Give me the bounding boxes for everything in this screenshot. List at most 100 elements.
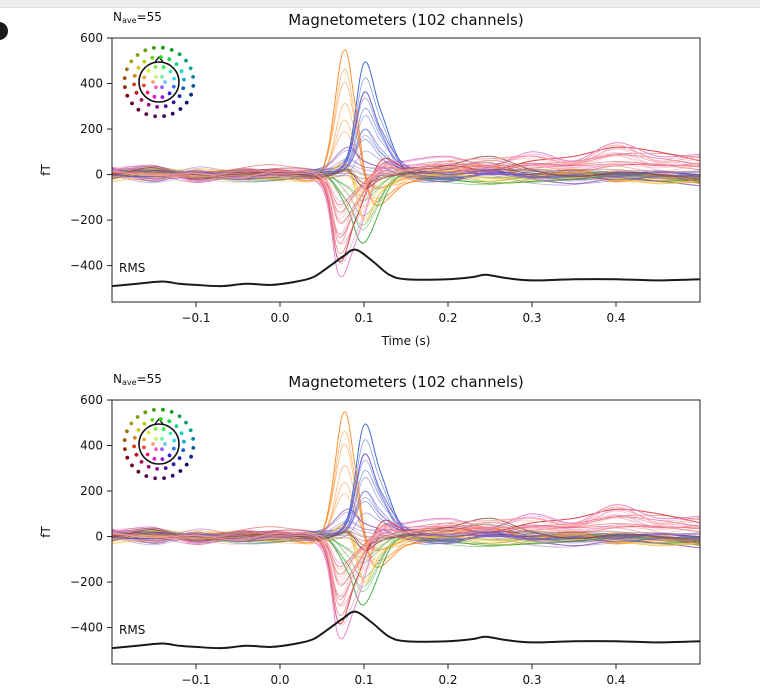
sensor-dot: [150, 418, 155, 422]
sensor-dot: [189, 454, 193, 459]
sensor-dot: [132, 435, 137, 440]
y-axis-label: fT: [39, 164, 53, 176]
sensor-dot: [143, 410, 148, 415]
sensor-dot: [134, 90, 139, 95]
sensor-dot: [160, 457, 165, 461]
sensor-dot: [160, 447, 164, 452]
head-outline: [138, 61, 180, 103]
sensor-dot: [177, 94, 182, 98]
sensor-dot: [178, 107, 183, 111]
sensor-dot: [177, 414, 182, 419]
y-tick-label: −200: [70, 213, 103, 227]
sensor-dot: [146, 102, 151, 107]
sensor-dot: [154, 447, 158, 452]
sensor-dot: [154, 85, 158, 90]
cell-status-indicator[interactable]: [0, 22, 8, 40]
sensor-dot: [171, 100, 176, 105]
channel-trace: [112, 506, 700, 606]
sensor-dot: [188, 66, 193, 71]
sensor-dot: [188, 428, 193, 433]
sensor-dot: [161, 65, 166, 70]
y-tick-label: 600: [80, 393, 103, 407]
x-tick-label: 0.4: [606, 673, 625, 687]
x-tick-label: 0.2: [438, 311, 457, 325]
sensor-dot: [153, 427, 158, 431]
sensor-dot: [142, 83, 146, 88]
x-tick-label: 0.1: [354, 311, 373, 325]
sensor-dot: [125, 93, 130, 98]
y-tick-label: −200: [70, 575, 103, 589]
sensor-dot: [181, 86, 186, 91]
sensor-dot: [179, 69, 184, 74]
chart-title: Magnetometers (102 channels): [288, 373, 523, 391]
sensor-dot: [154, 436, 158, 441]
sensor-dot: [184, 58, 188, 63]
y-tick-label: 0: [95, 530, 103, 544]
sensor-dot: [136, 469, 141, 474]
sensor-dot: [161, 427, 166, 432]
sensor-layout-inset: [122, 407, 196, 481]
channel-trace: [112, 165, 700, 193]
sensor-dot: [179, 431, 184, 436]
sensor-dot: [171, 462, 176, 467]
collapse-chevron-icon[interactable]: ›: [0, 70, 7, 90]
sensor-dot: [162, 476, 166, 480]
sensor-dot: [167, 419, 172, 424]
sensor-dot: [171, 446, 176, 451]
sensor-dot: [122, 438, 127, 442]
notebook-top-bar: [0, 0, 760, 8]
sensor-dot: [171, 84, 176, 89]
rms-trace: [112, 248, 700, 288]
panel-2: Nave=55 Magnetometers (102 channels) fT …: [39, 372, 701, 687]
sensor-dot: [151, 80, 155, 84]
sensor-dot: [160, 95, 165, 99]
sensor-dot: [143, 48, 148, 53]
sensor-dot: [123, 447, 127, 451]
sensor-dot: [136, 107, 141, 112]
sensor-dot: [181, 448, 186, 453]
panel-1: Nave=55 Magnetometers (102 channels) fT …: [39, 10, 701, 348]
sensor-dot: [135, 415, 140, 419]
channel-trace: [112, 517, 700, 578]
sensor-dot: [163, 466, 168, 470]
sensor-dot: [160, 436, 164, 441]
sensor-dot: [168, 431, 173, 436]
sensor-dot: [162, 114, 166, 118]
sensor-dot: [154, 74, 158, 79]
sensor-dot: [132, 73, 137, 78]
sensor-dot: [178, 469, 183, 473]
sensor-dot: [129, 421, 134, 426]
channel-trace: [112, 168, 700, 180]
axes-frame: [111, 399, 701, 665]
sensor-dot: [168, 69, 173, 74]
y-tick-label: 400: [80, 439, 103, 453]
x-tick-label: 0.3: [522, 311, 541, 325]
sensor-dot: [167, 91, 172, 96]
x-tick-label: 0.0: [270, 311, 289, 325]
sensor-dot: [146, 430, 151, 435]
sensor-dot: [161, 45, 165, 50]
sensor-dot: [191, 437, 195, 441]
sensor-dot: [191, 84, 196, 88]
sensor-dot: [161, 407, 165, 412]
x-tick-label: −0.1: [181, 311, 210, 325]
sensor-dot: [160, 85, 164, 90]
sensor-layout-inset: [122, 45, 196, 119]
sensor-dot: [125, 429, 129, 434]
y-tick-label: 0: [95, 168, 103, 182]
sensor-dot: [152, 46, 156, 50]
sensor-dot: [160, 74, 164, 79]
x-tick-label: 0.2: [438, 673, 457, 687]
sensor-dot: [152, 94, 157, 99]
y-tick-label: 400: [80, 77, 103, 91]
sensor-dot: [189, 92, 193, 97]
sensor-dot: [142, 445, 146, 450]
sensor-dot: [191, 75, 195, 79]
sensor-dot: [136, 66, 141, 70]
x-tick-label: 0.4: [606, 311, 625, 325]
chart-title: Magnetometers (102 channels): [288, 11, 523, 29]
sensor-dot: [130, 463, 134, 468]
axes-frame: [111, 37, 701, 303]
sensor-dot: [139, 98, 144, 102]
sensor-dot: [174, 424, 179, 428]
